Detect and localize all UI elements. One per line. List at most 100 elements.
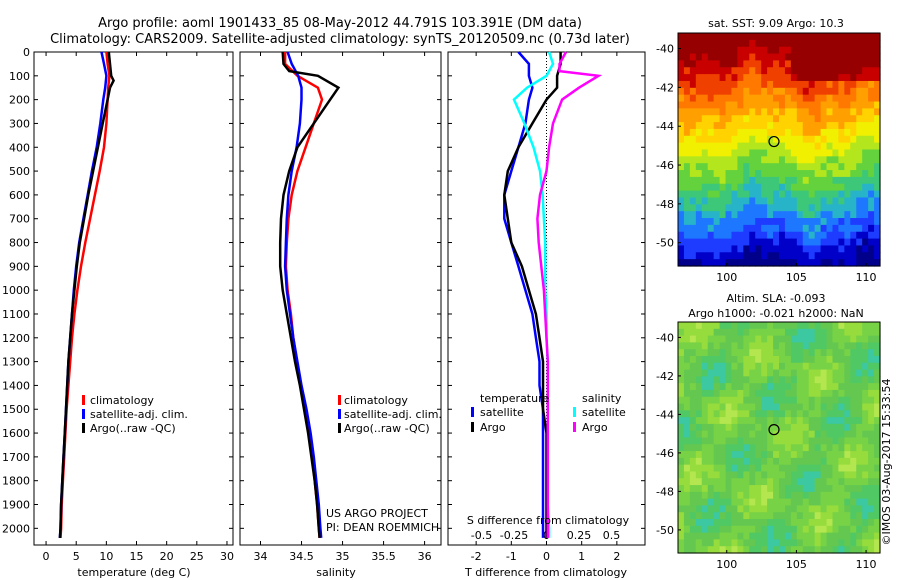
- map-cell: [856, 190, 863, 199]
- map-cell: [731, 423, 739, 432]
- map-cell: [725, 142, 733, 151]
- map-cell: [743, 403, 750, 411]
- map-cell: [832, 218, 840, 226]
- map-cell: [731, 396, 739, 405]
- map-cell: [874, 245, 881, 253]
- map-cell: [868, 170, 875, 178]
- map-cell: [868, 122, 875, 130]
- map-cell: [802, 423, 810, 432]
- map-cell: [862, 224, 869, 233]
- map-cell: [820, 369, 828, 377]
- map-cell: [678, 349, 685, 357]
- map-cell: [844, 238, 851, 247]
- map-cell: [832, 183, 840, 192]
- map-cell: [678, 410, 685, 418]
- map-cell: [725, 478, 733, 486]
- map-cell: [820, 355, 828, 364]
- legend-label-argo: Argo(..raw -QC): [90, 422, 176, 435]
- map-cell: [773, 519, 780, 527]
- map-cell: [796, 451, 804, 459]
- map-cell: [773, 491, 780, 500]
- map-cell: [838, 485, 845, 493]
- map-cell: [868, 396, 875, 405]
- map-cell: [844, 74, 851, 82]
- map-cell: [796, 108, 804, 116]
- map-cell: [743, 60, 750, 68]
- map-cell: [802, 335, 810, 343]
- map-cell: [784, 457, 792, 466]
- map-cell: [737, 362, 744, 371]
- map-cell: [862, 53, 869, 62]
- map-cell: [784, 471, 792, 479]
- map-cell: [802, 224, 810, 233]
- map-cell: [767, 67, 774, 75]
- map-cell: [683, 142, 691, 151]
- map-cell: [707, 224, 715, 233]
- map-cell: [874, 238, 881, 247]
- map-cell: [719, 525, 727, 534]
- map-cell: [731, 410, 739, 418]
- map-cell: [820, 33, 828, 41]
- map-cell: [767, 238, 774, 247]
- map-cell: [701, 464, 709, 473]
- map-cell: [796, 204, 804, 212]
- map-cell: [713, 519, 721, 527]
- map-cell: [743, 74, 750, 82]
- map-cell: [773, 417, 780, 425]
- map-cell: [856, 505, 863, 513]
- map-cell: [856, 396, 863, 405]
- map-cell: [749, 464, 756, 473]
- map-cell: [808, 101, 816, 109]
- map-cell: [689, 532, 697, 541]
- map-cell: [689, 108, 697, 116]
- map-cell: [796, 183, 804, 192]
- map-cell: [713, 546, 721, 554]
- map-cell: [737, 410, 744, 418]
- map-cell: [832, 546, 840, 554]
- map-cell: [719, 376, 727, 384]
- map-cell: [832, 423, 840, 432]
- map-cell: [743, 423, 750, 432]
- map-cell: [737, 519, 744, 527]
- map-cell: [826, 149, 834, 157]
- map-cell: [826, 231, 834, 240]
- map-cell: [874, 224, 881, 233]
- map-cell: [814, 505, 822, 513]
- map-cell: [719, 437, 727, 445]
- map-cell: [850, 478, 857, 486]
- map-cell: [820, 532, 828, 541]
- map-cell: [844, 383, 851, 391]
- map-cell: [678, 328, 685, 337]
- map-cell: [761, 369, 768, 377]
- map-cell: [743, 362, 750, 371]
- map-cell: [755, 362, 762, 371]
- map-cell: [844, 176, 851, 185]
- map-cell: [678, 218, 685, 226]
- map-cell: [773, 335, 780, 343]
- map-cell: [844, 183, 851, 192]
- map-cell: [743, 539, 750, 547]
- map-cell: [838, 471, 845, 479]
- map-cell: [832, 245, 840, 253]
- map-cell: [856, 417, 863, 425]
- map-cell: [814, 183, 822, 192]
- map-cell: [719, 410, 727, 418]
- map-cell: [761, 211, 768, 219]
- map-cell: [808, 376, 816, 384]
- map-cell: [850, 190, 857, 199]
- map-cell: [725, 156, 733, 164]
- y-tick-label: 1500: [2, 403, 30, 416]
- map-cell: [844, 355, 851, 364]
- map-cell: [779, 546, 786, 554]
- map-cell: [731, 108, 739, 116]
- map-cell: [719, 163, 727, 171]
- map-cell: [796, 539, 804, 547]
- map-cell: [749, 108, 756, 116]
- map-cell: [761, 46, 768, 55]
- map-cell: [683, 328, 691, 337]
- map-cell: [701, 471, 709, 479]
- map-cell: [773, 322, 780, 330]
- map-cell: [814, 417, 822, 425]
- map-cell: [838, 108, 845, 116]
- map-cell: [678, 115, 685, 123]
